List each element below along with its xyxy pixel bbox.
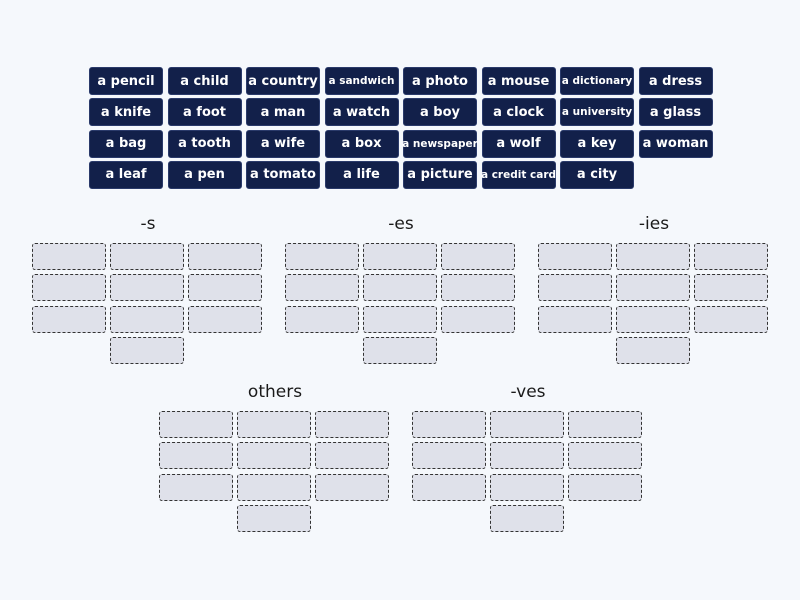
word-tile[interactable]: a credit card: [481, 160, 556, 189]
group-title: -s: [140, 214, 156, 234]
drop-slot[interactable]: [616, 305, 690, 333]
drop-slot[interactable]: [568, 442, 642, 470]
drop-slot[interactable]: [441, 274, 515, 302]
drop-slot[interactable]: [490, 473, 564, 501]
drop-slot[interactable]: [285, 274, 359, 302]
drop-slot[interactable]: [237, 411, 311, 438]
group-title: -ves: [510, 382, 546, 402]
drop-slot[interactable]: [159, 411, 233, 438]
drop-slot[interactable]: [285, 243, 359, 270]
drop-slot[interactable]: [538, 305, 612, 333]
word-tile[interactable]: a foot: [167, 98, 242, 127]
drop-slot[interactable]: [412, 442, 486, 470]
word-tile[interactable]: a glass: [638, 98, 713, 127]
drop-slot[interactable]: [237, 473, 311, 501]
word-tile[interactable]: a pen: [167, 160, 242, 189]
word-tile[interactable]: a mouse: [481, 67, 556, 95]
drop-slot[interactable]: [412, 473, 486, 501]
drop-slot[interactable]: [694, 274, 768, 302]
word-tile[interactable]: a dress: [638, 67, 713, 95]
drop-slot[interactable]: [159, 473, 233, 501]
drop-slot[interactable]: [441, 243, 515, 270]
drop-slot[interactable]: [110, 243, 184, 270]
drop-slot[interactable]: [694, 243, 768, 270]
group-title: -ies: [638, 214, 670, 234]
drop-slot[interactable]: [32, 305, 106, 333]
drop-slot[interactable]: [315, 442, 389, 470]
drop-slot[interactable]: [110, 305, 184, 333]
word-tile[interactable]: a leaf: [89, 160, 163, 189]
word-tile[interactable]: a country: [246, 67, 320, 95]
drop-slot[interactable]: [616, 274, 690, 302]
drop-slot[interactable]: [538, 274, 612, 302]
drop-slot[interactable]: [363, 243, 437, 270]
drop-slot[interactable]: [363, 336, 437, 364]
word-tile[interactable]: a woman: [638, 129, 713, 158]
drop-slot[interactable]: [616, 336, 690, 364]
drop-slot[interactable]: [363, 274, 437, 302]
word-tile[interactable]: a man: [246, 98, 320, 127]
drop-slot[interactable]: [188, 305, 262, 333]
drop-slot[interactable]: [188, 243, 262, 270]
drop-slot[interactable]: [568, 473, 642, 501]
word-tile[interactable]: a newspaper: [402, 129, 478, 158]
word-tile[interactable]: a knife: [89, 98, 163, 127]
word-tile[interactable]: a pencil: [89, 67, 163, 95]
word-tile[interactable]: a photo: [403, 67, 477, 95]
word-tile[interactable]: a picture: [403, 160, 477, 189]
drop-slot[interactable]: [568, 411, 642, 438]
drop-slot[interactable]: [110, 336, 184, 364]
word-tile[interactable]: a city: [560, 160, 634, 189]
group-title: -es: [388, 214, 414, 234]
drop-slot[interactable]: [616, 243, 690, 270]
drop-slot[interactable]: [237, 504, 311, 532]
word-tile[interactable]: a life: [324, 160, 399, 189]
word-tile[interactable]: a clock: [481, 98, 556, 127]
drop-slot[interactable]: [188, 274, 262, 302]
group-title: others: [247, 382, 303, 402]
drop-slot[interactable]: [285, 305, 359, 333]
drop-slot[interactable]: [237, 442, 311, 470]
drop-slot[interactable]: [538, 243, 612, 270]
word-tile[interactable]: a watch: [324, 98, 399, 127]
drop-slot[interactable]: [110, 274, 184, 302]
word-tile[interactable]: a key: [560, 129, 634, 158]
drop-slot[interactable]: [363, 305, 437, 333]
drop-slot[interactable]: [412, 411, 486, 438]
drop-slot[interactable]: [315, 411, 389, 438]
word-tile[interactable]: a sandwich: [324, 67, 399, 95]
drop-slot[interactable]: [159, 442, 233, 470]
word-tile[interactable]: a tooth: [167, 129, 242, 158]
word-tile[interactable]: a dictionary: [560, 67, 634, 95]
drop-slot[interactable]: [490, 504, 564, 532]
word-tile[interactable]: a university: [560, 98, 634, 127]
word-tile[interactable]: a wife: [246, 129, 320, 158]
drop-slot[interactable]: [315, 473, 389, 501]
drop-slot[interactable]: [32, 243, 106, 270]
drop-slot[interactable]: [441, 305, 515, 333]
word-tile[interactable]: a wolf: [481, 129, 556, 158]
word-tile[interactable]: a tomato: [246, 160, 320, 189]
word-tile[interactable]: a boy: [403, 98, 477, 127]
drop-slot[interactable]: [32, 274, 106, 302]
word-tile[interactable]: a bag: [89, 129, 163, 158]
word-tile[interactable]: a child: [167, 67, 242, 95]
drop-slot[interactable]: [490, 411, 564, 438]
drop-slot[interactable]: [490, 442, 564, 470]
drop-slot[interactable]: [694, 305, 768, 333]
word-tile[interactable]: a box: [324, 129, 399, 158]
